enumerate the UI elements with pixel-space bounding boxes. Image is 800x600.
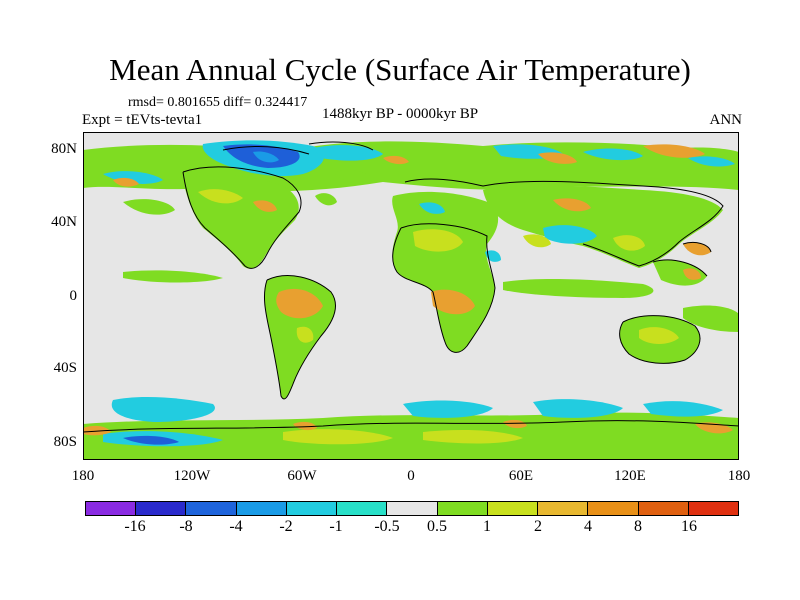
colorbar-swatch <box>136 502 187 515</box>
colorbar-swatch <box>588 502 639 515</box>
australia-land <box>619 315 700 364</box>
colorbar-swatch <box>538 502 589 515</box>
lat-label-80n: 80N <box>51 141 77 157</box>
colorbar-swatch <box>286 502 338 515</box>
experiment-label: Expt = tEVts-tevta1 <box>82 112 203 128</box>
africa-europe-land <box>392 191 501 353</box>
figure-title: Mean Annual Cycle (Surface Air Temperatu… <box>109 52 691 87</box>
colorbar-label: -16 <box>124 518 146 535</box>
colorbar-label: -2 <box>279 518 293 535</box>
lon-label-120e: 120E <box>614 468 646 484</box>
lon-label-0: 0 <box>407 468 415 484</box>
stats-text: rmsd= 0.801655 diff= 0.324417 <box>128 95 308 110</box>
colorbar-swatch <box>688 502 739 515</box>
south-america-land <box>264 275 336 399</box>
lon-label-180w: 180 <box>71 468 95 484</box>
ocean-anomaly-patches <box>123 170 739 332</box>
lon-label-120w: 120W <box>173 468 211 484</box>
colorbar-swatch <box>387 502 438 515</box>
colorbar-swatch <box>487 502 539 515</box>
colorbar-label: -1 <box>329 518 343 535</box>
colorbar-label: -4 <box>229 518 243 535</box>
colorbar-label: 4 <box>584 518 592 535</box>
north-america-land <box>183 174 337 269</box>
lon-label-180e: 180 <box>727 468 751 484</box>
map-border <box>83 132 739 460</box>
colorbar-label: 8 <box>634 518 642 535</box>
lat-label-40s: 40S <box>53 360 77 376</box>
period-label: 1488kyr BP - 0000kyr BP <box>322 106 479 122</box>
lon-label-60e: 60E <box>508 468 534 484</box>
colorbar-label: -0.5 <box>374 518 400 535</box>
season-label: ANN <box>709 112 743 128</box>
lat-label-0: 0 <box>69 288 78 304</box>
arctic-anomaly-band <box>83 140 739 192</box>
colorbar-swatch <box>236 502 287 515</box>
colorbar <box>85 501 739 516</box>
colorbar-swatch <box>638 502 689 515</box>
lat-label-80s: 80S <box>53 434 77 450</box>
antarctic-anomaly-band <box>83 397 739 460</box>
colorbar-swatch <box>337 502 388 515</box>
colorbar-label: 1 <box>483 518 491 535</box>
colorbar-label: 2 <box>534 518 542 535</box>
coastlines <box>83 141 739 433</box>
colorbar-swatch <box>86 502 137 515</box>
colorbar-label: -8 <box>179 518 193 535</box>
colorbar-label: 0.5 <box>427 518 447 535</box>
lon-label-60w: 60W <box>287 468 317 484</box>
world-map <box>83 132 739 460</box>
colorbar-label: 16 <box>681 518 697 535</box>
colorbar-swatch <box>186 502 237 515</box>
colorbar-swatch <box>437 502 488 515</box>
map-panel <box>83 132 739 460</box>
lat-label-40n: 40N <box>51 214 77 230</box>
